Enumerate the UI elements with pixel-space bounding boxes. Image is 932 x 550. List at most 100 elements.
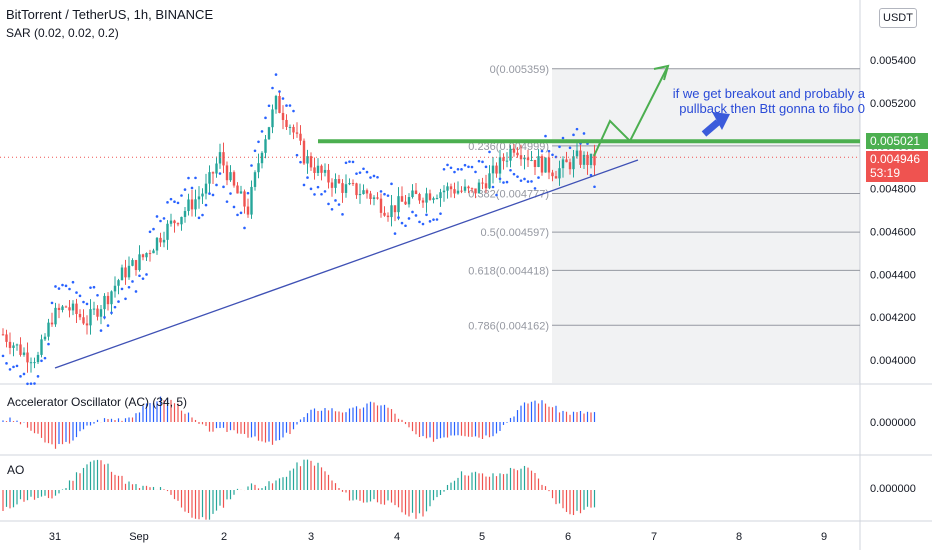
candle-body <box>54 307 57 325</box>
ac-indicator-label[interactable]: Accelerator Oscillator (AC) (34, 5) <box>7 395 188 409</box>
sar-dot <box>127 285 131 289</box>
candle-body <box>29 362 33 364</box>
projected-path[interactable] <box>593 65 669 157</box>
time-axis[interactable]: 31 Sep 2 3 4 5 6 7 8 9 <box>49 531 827 543</box>
candle-body <box>288 126 292 128</box>
candle-body <box>488 173 491 189</box>
candle-body <box>5 334 8 342</box>
candle-body <box>96 308 99 317</box>
candle-body <box>516 152 519 156</box>
candlestick-series <box>1 91 596 373</box>
ao-indicator-label[interactable]: AO <box>7 463 25 477</box>
price-tick-label: 0.004000 <box>870 355 916 367</box>
candle-body <box>250 186 253 215</box>
sar-dot <box>348 160 351 163</box>
candle-body <box>463 186 467 191</box>
drawings-layer[interactable] <box>0 64 860 369</box>
sar-dot <box>194 176 197 180</box>
sar-dot <box>582 132 586 135</box>
sar-dot <box>509 168 512 172</box>
sar-dot <box>47 342 50 346</box>
candle-body <box>75 303 78 315</box>
candle-body <box>68 307 71 311</box>
sar-dot <box>43 356 47 360</box>
candle-body <box>432 198 435 200</box>
candle-body <box>586 154 589 166</box>
sar-dot <box>26 382 29 386</box>
candle-body <box>302 140 306 164</box>
sar-dot <box>173 200 176 203</box>
sar-dot <box>379 190 383 193</box>
price-axis[interactable]: 0.004000 0.004200 0.004400 0.004600 0.004800… <box>870 55 916 495</box>
candle-body <box>334 179 337 188</box>
price-tick-label: 0.004800 <box>870 184 916 196</box>
sar-dot <box>110 311 113 315</box>
ao-axis-label: 0.000000 <box>870 483 916 495</box>
sar-dot <box>449 166 453 170</box>
candle-body <box>8 341 12 348</box>
sar-dot <box>558 145 561 149</box>
candle-body <box>180 216 183 225</box>
sar-dot <box>134 290 138 293</box>
candle-body <box>551 172 554 177</box>
sar-dot <box>369 176 372 179</box>
time-tick-label: 2 <box>221 531 227 543</box>
sar-dot <box>225 200 229 203</box>
fibonacci-retracement[interactable]: 0(0.005359) 0.236(0.004999) 0.382(0.004777… <box>468 64 860 384</box>
sar-dot <box>278 90 281 93</box>
sar-indicator-label[interactable]: SAR (0.02, 0.02, 0.2) <box>6 26 119 40</box>
sar-dot <box>155 215 159 218</box>
sar-dot <box>526 180 530 183</box>
candle-body <box>523 157 526 160</box>
candle-body <box>561 159 565 169</box>
candle-body <box>544 157 547 173</box>
sar-dot <box>453 170 456 174</box>
sar-dot <box>341 213 344 216</box>
sar-dot <box>197 216 201 220</box>
sar-dot <box>306 176 309 179</box>
candle-body <box>453 189 456 194</box>
candle-body <box>78 314 82 318</box>
sar-dot <box>19 375 22 378</box>
sar-dot <box>505 180 509 184</box>
candle-body <box>421 200 425 203</box>
sar-dot <box>8 368 12 371</box>
sar-dot <box>103 316 106 319</box>
candle-body <box>397 196 400 213</box>
sar-dot <box>439 212 442 215</box>
candle-body <box>162 239 166 243</box>
sar-dot <box>477 159 481 163</box>
candle-body <box>393 205 397 213</box>
candle-body <box>85 323 89 326</box>
sar-dot <box>414 214 418 217</box>
candle-body <box>166 223 169 240</box>
candle-body <box>120 267 124 281</box>
candle-body <box>92 308 96 310</box>
candle-body <box>218 152 222 164</box>
support-trendline[interactable] <box>54 159 639 369</box>
candle-body <box>71 303 75 311</box>
sar-dot <box>162 217 166 220</box>
sar-dot <box>572 133 575 137</box>
sar-dot <box>257 140 260 144</box>
candle-body <box>190 199 194 210</box>
sar-dot <box>295 153 299 157</box>
candle-body <box>47 322 50 337</box>
sar-dot <box>274 73 278 76</box>
sar-dot <box>208 192 211 195</box>
sar-dot <box>561 136 565 140</box>
sar-dot <box>313 193 316 196</box>
sar-dot <box>204 203 208 207</box>
candle-body <box>152 250 155 254</box>
annotation-text[interactable]: if we get breakout and probably a pullba… <box>672 86 865 116</box>
candle-body <box>271 109 274 128</box>
currency-button[interactable]: USDT <box>879 8 917 28</box>
sar-dot <box>463 163 467 167</box>
sar-dot <box>183 188 187 191</box>
candle-body <box>299 133 302 141</box>
sar-dot <box>78 294 82 298</box>
sar-dot <box>372 174 376 178</box>
sar-dot <box>22 372 26 376</box>
sar-dot <box>302 183 306 187</box>
